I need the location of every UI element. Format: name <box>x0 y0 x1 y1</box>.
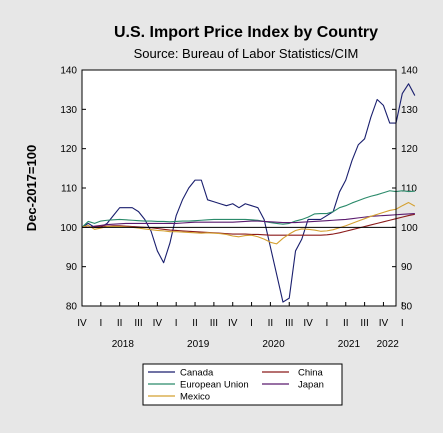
plot-background <box>82 70 396 306</box>
y-tick-label-right: 80 <box>401 302 413 313</box>
x-tick-label-quarter: III <box>210 318 218 329</box>
y-tick-label-left: 130 <box>60 105 77 116</box>
series-line-canada <box>81 83 416 303</box>
x-year-label-2020: 2020 <box>262 339 285 350</box>
x-year-label-2021: 2021 <box>338 339 361 350</box>
chart-title: U.S. Import Price Index by Country <box>114 24 378 41</box>
x-tick-label-quarter: III <box>134 318 142 329</box>
x-tick-label-quarter: I <box>99 318 102 329</box>
x-tick-label-quarter: II <box>192 318 198 329</box>
x-year-label-2022: 2022 <box>377 339 400 350</box>
y-tick-label-right: 100 <box>401 223 418 234</box>
legend-label-mexico: Mexico <box>180 392 210 403</box>
y-tick-label-left: 120 <box>60 144 77 155</box>
legend-box <box>142 363 343 406</box>
x-tick-label-quarter: IV <box>153 318 163 329</box>
y-tick-label-right: 120 <box>401 144 418 155</box>
x-tick-label-quarter: III <box>360 318 368 329</box>
x-year-label-2019: 2019 <box>187 339 210 350</box>
y-tick-label-left: 80 <box>66 302 78 313</box>
y-tick-label-left: 140 <box>60 66 77 77</box>
series-line-european-union <box>81 190 415 228</box>
y-tick-label-right: 90 <box>401 262 413 273</box>
x-tick-label-quarter: IV <box>228 318 238 329</box>
legend-label-japan: Japan <box>298 380 324 391</box>
series-line-mexico <box>81 202 416 245</box>
y-tick-label-right: 140 <box>401 66 418 77</box>
x-tick-label-quarter: I <box>175 318 178 329</box>
y-tick-label-right: 130 <box>401 105 418 116</box>
x-tick-label-quarter: III <box>285 318 293 329</box>
y-tick-label-left: 90 <box>66 262 78 273</box>
x-tick-label-quarter: IV <box>379 318 389 329</box>
legend-label-european-union: European Union <box>180 380 249 391</box>
x-tick-label-quarter: IV <box>303 318 313 329</box>
series-line-japan <box>82 213 415 228</box>
chart-subtitle: Source: Bureau of Labor Statistics/CIM <box>134 46 359 61</box>
legend-label-canada: Canada <box>180 368 214 379</box>
y-tick-label-left: 100 <box>60 223 77 234</box>
legend-label-china: China <box>298 368 324 379</box>
legend: Canada China European Union Japan Mexico <box>142 363 343 406</box>
plot-frame <box>81 69 397 307</box>
x-tick-label-quarter: IV <box>77 318 87 329</box>
x-tick-label-quarter: I <box>401 318 404 329</box>
series-layer <box>81 83 416 303</box>
x-tick-label-quarter: II <box>117 318 123 329</box>
x-tick-label-quarter: I <box>250 318 253 329</box>
x-tick-label-quarter: I <box>326 318 329 329</box>
y-tick-label-left: 110 <box>61 184 77 195</box>
y-axis-label: Dec-2017=100 <box>24 145 39 231</box>
y-tick-label-right: 110 <box>401 184 417 195</box>
x-tick-label-quarter: II <box>268 318 274 329</box>
x-year-label-2018: 2018 <box>112 339 135 350</box>
x-tick-label-quarter: II <box>343 318 349 329</box>
